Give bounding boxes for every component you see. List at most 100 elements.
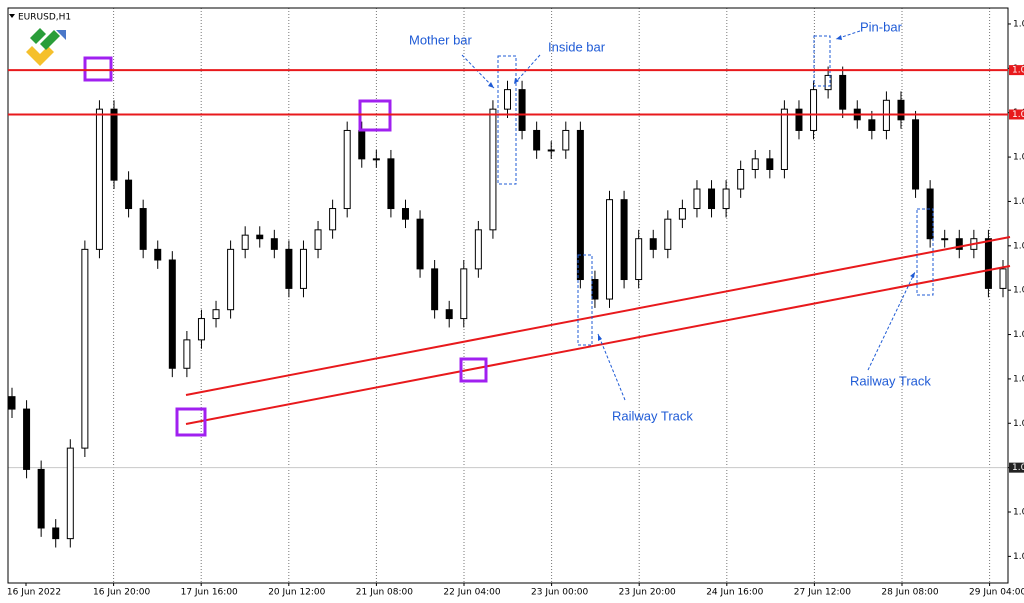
x-tick-label: 23 Jun 00:00 <box>531 588 588 598</box>
candle-body <box>489 108 497 231</box>
candle-body <box>518 89 526 131</box>
chart-title: EURUSD,H1 <box>18 13 71 23</box>
vertical-grid <box>8 8 1008 583</box>
annotation: Railway Track <box>850 373 931 388</box>
candle-body <box>868 119 876 131</box>
y-tick-label: 1.0 <box>1013 419 1024 429</box>
plot-frame <box>7 7 1009 584</box>
candle-body <box>941 238 949 241</box>
y-tick-label: 1.0 <box>1013 197 1024 207</box>
candle-body <box>780 108 788 170</box>
candle-body <box>504 89 511 110</box>
level-label-box <box>1009 65 1024 76</box>
y-tick-label: 1.0 <box>1013 19 1024 29</box>
candle-body <box>664 218 672 250</box>
candle-body <box>270 238 278 250</box>
level-label: 1.0 <box>1012 66 1024 76</box>
y-tick-label: 1.0 <box>1013 153 1024 163</box>
candle-body <box>635 238 643 281</box>
candle-body <box>737 168 745 190</box>
candle-body <box>649 238 657 250</box>
candle-body <box>460 268 468 320</box>
price-label-box <box>1009 462 1024 473</box>
x-tick-label: 28 Jun 08:00 <box>881 588 938 598</box>
x-tick-label: 22 Jun 04:00 <box>443 588 500 598</box>
y-tick-label: 1.0 <box>1013 330 1024 340</box>
x-tick-label: 17 Jun 16:00 <box>181 588 238 598</box>
candle-body <box>606 199 614 300</box>
candle-body <box>95 108 103 250</box>
y-tick-label: 1.0 <box>1013 286 1024 296</box>
candle-body <box>183 339 191 369</box>
candle-body <box>401 208 409 220</box>
candle-body <box>431 268 439 311</box>
y-tick-label: 1.0 <box>1013 552 1024 562</box>
annotation: Mother bar <box>409 32 473 47</box>
level-label: 1.0 <box>1012 110 1024 120</box>
level-label-box <box>1009 109 1024 120</box>
candle-body <box>241 234 249 250</box>
candle-body <box>227 248 235 311</box>
candle-body <box>110 108 118 181</box>
candle-body <box>8 396 16 410</box>
x-tick-label: 16 Jun 2022 <box>7 588 61 598</box>
x-tick-label: 20 Jun 12:00 <box>268 588 325 598</box>
candle-body <box>23 408 31 470</box>
y-tick-label: 1.0 <box>1013 374 1024 384</box>
candle-body <box>576 129 584 281</box>
candle-body <box>52 527 60 540</box>
candle-body <box>795 108 803 131</box>
x-tick-label: 27 Jun 12:00 <box>794 588 851 598</box>
annotation: Railway Track <box>612 408 693 423</box>
candle-body <box>839 74 847 110</box>
candles <box>8 66 1007 548</box>
annotation: Inside bar <box>548 39 606 54</box>
pattern-boxes <box>497 35 934 346</box>
candle-body <box>678 208 686 220</box>
x-tick-label: 23 Jun 20:00 <box>619 588 676 598</box>
candle-body <box>810 89 818 131</box>
candle-body <box>329 208 337 231</box>
candle-body <box>751 158 759 170</box>
candle-body <box>314 229 322 250</box>
candle-body <box>693 188 701 210</box>
candle-body <box>999 268 1007 289</box>
candle-body <box>299 248 307 289</box>
candle-body <box>212 309 220 320</box>
candle-body <box>533 129 541 151</box>
trend-line <box>185 265 1011 425</box>
candle-body <box>168 259 176 369</box>
candle-body <box>256 234 264 240</box>
candle-body <box>125 179 133 210</box>
trend-line <box>185 236 1011 396</box>
candle-body <box>285 248 293 289</box>
price-axis: 16 Jun 2022 16 Jun 20:00 17 Jun 16:00 20 Ju… <box>7 19 1024 598</box>
candle-body <box>358 129 366 160</box>
candle-body <box>416 218 424 270</box>
candle-body <box>197 318 205 341</box>
x-tick-label: 24 Jun 16:00 <box>706 588 763 598</box>
y-tick-label: 1.0 <box>1013 241 1024 251</box>
x-tick-label: 16 Jun 20:00 <box>93 588 150 598</box>
candle-body <box>766 158 774 170</box>
candle-body <box>955 238 963 250</box>
candle-body <box>547 149 555 152</box>
candle-body <box>66 447 74 540</box>
y-tick-label: 1.0 <box>1013 508 1024 518</box>
candle-body <box>343 129 351 210</box>
candle-body <box>37 468 45 529</box>
candle-body <box>387 158 395 210</box>
candle-body <box>984 238 992 289</box>
candle-body <box>591 279 599 300</box>
candle-body <box>372 158 380 161</box>
candle-body <box>620 199 628 281</box>
candle-body <box>562 129 570 151</box>
candle-body <box>81 248 89 449</box>
x-tick-label: 21 Jun 08:00 <box>356 588 413 598</box>
highlight-boxes <box>83 56 488 437</box>
candle-body <box>445 309 453 320</box>
candle-body <box>474 229 482 270</box>
candle-body <box>708 188 716 210</box>
